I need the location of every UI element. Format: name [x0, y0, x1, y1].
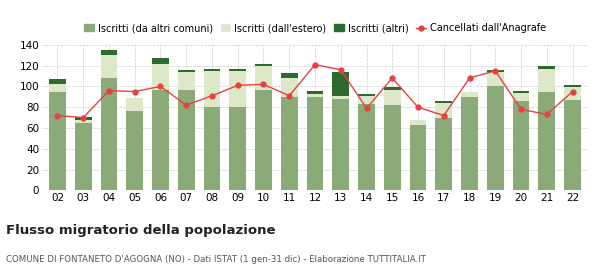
Bar — [49, 79, 66, 84]
Bar — [281, 97, 298, 190]
Bar — [178, 90, 194, 190]
Bar — [384, 90, 401, 105]
Bar — [436, 101, 452, 103]
Bar — [410, 120, 427, 125]
Bar — [410, 125, 427, 190]
Bar — [564, 100, 581, 190]
Bar — [255, 90, 272, 190]
Bar — [229, 107, 246, 190]
Legend: Iscritti (da altri comuni), Iscritti (dall'estero), Iscritti (altri), Cancellati: Iscritti (da altri comuni), Iscritti (da… — [80, 19, 550, 37]
Bar — [512, 90, 529, 93]
Bar — [178, 72, 194, 90]
Bar — [101, 55, 118, 78]
Bar — [487, 70, 503, 72]
Bar — [255, 64, 272, 66]
Bar — [229, 71, 246, 107]
Bar — [127, 111, 143, 190]
Bar — [75, 123, 92, 190]
Bar — [436, 118, 452, 190]
Bar — [229, 69, 246, 71]
Bar — [101, 50, 118, 55]
Bar — [564, 85, 581, 87]
Bar — [152, 90, 169, 190]
Bar — [358, 94, 375, 96]
Bar — [384, 105, 401, 190]
Bar — [332, 99, 349, 190]
Bar — [384, 87, 401, 90]
Bar — [203, 71, 220, 107]
Bar — [461, 92, 478, 97]
Text: Flusso migratorio della popolazione: Flusso migratorio della popolazione — [6, 224, 275, 237]
Bar — [307, 90, 323, 94]
Bar — [307, 94, 323, 97]
Bar — [564, 87, 581, 100]
Bar — [127, 98, 143, 111]
Bar — [512, 101, 529, 190]
Bar — [75, 116, 92, 120]
Bar — [255, 66, 272, 90]
Bar — [538, 92, 555, 190]
Bar — [203, 107, 220, 190]
Bar — [49, 92, 66, 190]
Bar — [178, 70, 194, 72]
Text: COMUNE DI FONTANETO D'AGOGNA (NO) - Dati ISTAT (1 gen-31 dic) - Elaborazione TUT: COMUNE DI FONTANETO D'AGOGNA (NO) - Dati… — [6, 255, 426, 264]
Bar — [436, 103, 452, 118]
Bar — [101, 78, 118, 190]
Bar — [49, 84, 66, 92]
Bar — [332, 72, 349, 96]
Bar — [281, 78, 298, 97]
Bar — [152, 64, 169, 90]
Bar — [487, 87, 503, 190]
Bar — [281, 73, 298, 78]
Bar — [487, 72, 503, 87]
Bar — [358, 96, 375, 104]
Bar — [538, 69, 555, 92]
Bar — [538, 66, 555, 69]
Bar — [332, 96, 349, 99]
Bar — [203, 69, 220, 71]
Bar — [461, 97, 478, 190]
Bar — [358, 104, 375, 190]
Bar — [75, 120, 92, 123]
Bar — [512, 93, 529, 101]
Bar — [152, 58, 169, 64]
Bar — [307, 97, 323, 190]
